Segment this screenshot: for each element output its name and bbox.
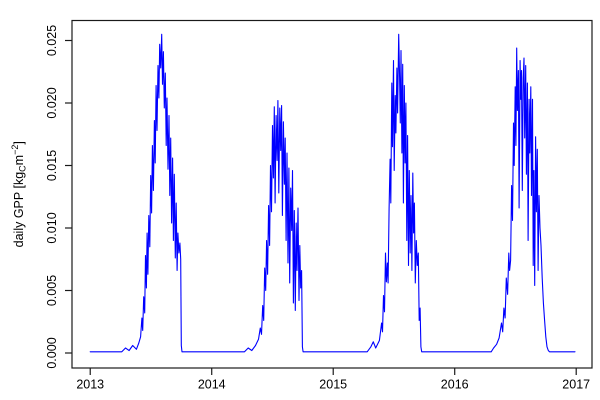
y-tick-label: 0.000 <box>45 337 59 368</box>
gpp-line-series <box>89 33 576 353</box>
y-tick-label: 0.020 <box>45 87 59 118</box>
x-tick-label: 2013 <box>76 378 104 392</box>
plot-area-border <box>71 19 593 369</box>
y-axis: 0.000 0.005 0.010 0.015 0.020 0.025 <box>45 25 72 369</box>
x-tick-label: 2015 <box>319 378 347 392</box>
y-tick-label: 0.010 <box>45 212 59 243</box>
y-axis-title-suffix: ] <box>12 141 26 144</box>
y-tick-label: 0.005 <box>45 275 59 306</box>
x-tick-label: 2017 <box>562 378 590 392</box>
y-axis-title: daily GPP [kgCm−2] <box>10 141 28 247</box>
y-axis-title-subscript: C <box>18 165 28 172</box>
y-tick-label: 0.025 <box>45 25 59 56</box>
x-tick-label: 2016 <box>441 378 469 392</box>
x-axis: 2013 2014 2015 2016 2017 <box>76 368 590 392</box>
y-axis-title-mid: m <box>12 155 26 165</box>
y-axis-title-prefix: daily GPP [kg <box>12 172 26 248</box>
y-axis-title-superscript: −2 <box>10 145 20 155</box>
x-tick-label: 2014 <box>198 378 226 392</box>
y-tick-label: 0.015 <box>45 150 59 181</box>
